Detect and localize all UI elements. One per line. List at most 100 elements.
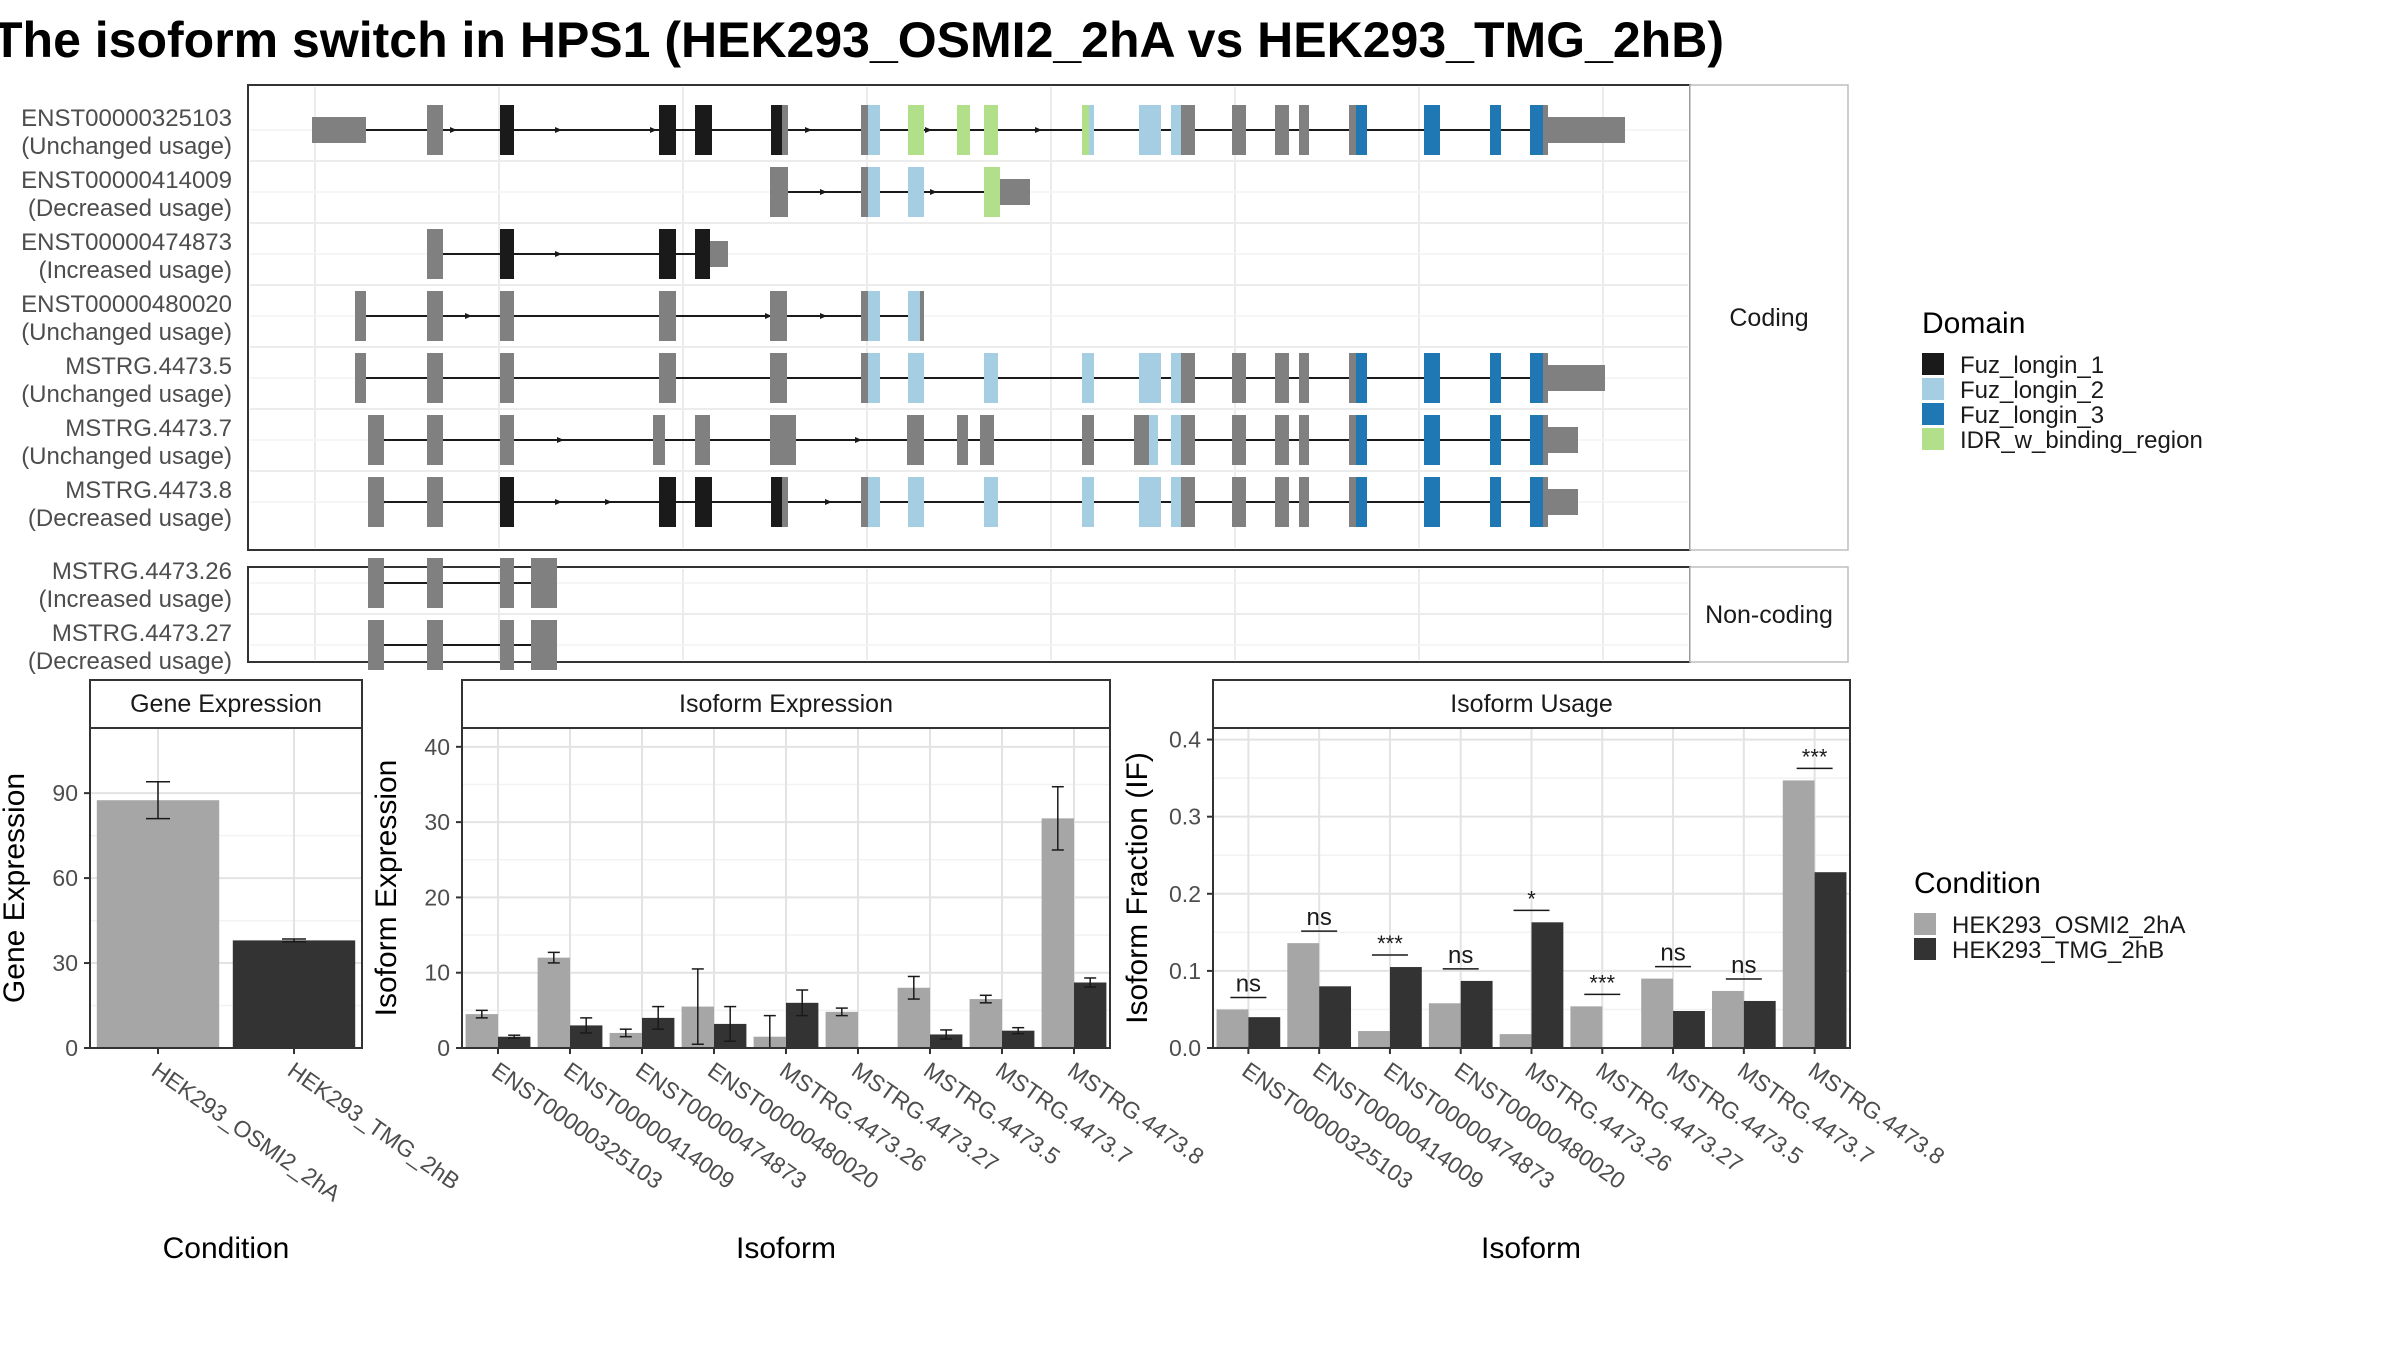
exon-block <box>770 353 787 403</box>
bar <box>1570 1006 1603 1048</box>
y-tick-label: 40 <box>424 734 450 760</box>
y-tick-label: 0.3 <box>1169 804 1201 830</box>
exon-block <box>1000 179 1030 205</box>
exon-block <box>1490 105 1501 155</box>
significance-label: * <box>1527 886 1536 911</box>
exon-block <box>1299 477 1309 527</box>
bar <box>1673 1010 1705 1048</box>
exon-block <box>770 167 788 217</box>
exon-block <box>908 353 924 403</box>
transcript-id-label: MSTRG.4473.26 <box>52 558 232 585</box>
exon-block <box>659 229 676 279</box>
intron-direction-arrow <box>1035 127 1042 133</box>
exon-block <box>984 477 998 527</box>
transcript-usage-label: (Decreased usage) <box>28 505 232 532</box>
y-tick-label: 90 <box>52 780 78 806</box>
exon-block <box>1490 415 1501 465</box>
transcript-id-label: ENST00000480020 <box>21 291 232 318</box>
transcript-usage-label: (Unchanged usage) <box>21 381 232 408</box>
exon-block <box>1171 477 1181 527</box>
y-axis-title: Isoform Expression <box>370 760 403 1017</box>
exon-block <box>868 105 880 155</box>
condition-legend-title: Condition <box>1914 867 2041 900</box>
exon-block <box>1275 477 1289 527</box>
exon-block <box>695 105 712 155</box>
exon-block <box>868 167 880 217</box>
facet-strip <box>1212 679 1851 729</box>
exon-block <box>1530 353 1543 403</box>
exon-block <box>1275 415 1289 465</box>
exon-block <box>1349 105 1356 155</box>
exon-block <box>868 353 880 403</box>
y-tick-label: 0.4 <box>1169 727 1201 753</box>
significance-label: ns <box>1448 942 1473 969</box>
exon-block <box>908 105 924 155</box>
exon-block <box>984 353 998 403</box>
x-axis-title: Isoform <box>1481 1232 1581 1265</box>
legend-key-fuz-longin-2 <box>1922 378 1944 400</box>
bar <box>1002 1030 1035 1048</box>
exon-block <box>500 477 514 527</box>
intron-direction-arrow <box>820 189 827 195</box>
exon-block <box>1181 415 1195 465</box>
exon-block <box>368 620 384 670</box>
exon-block <box>1299 105 1309 155</box>
coding-strip <box>1689 84 1849 551</box>
legend-key-fuz-longin-1 <box>1922 353 1944 375</box>
exon-block <box>672 353 676 403</box>
domain-legend-title: Domain <box>1922 307 2025 340</box>
bar <box>537 957 570 1048</box>
coding-strip-label: Coding <box>1729 304 1808 332</box>
transcript-id-label: ENST00000414009 <box>21 167 232 194</box>
exon-block <box>868 291 880 341</box>
intron-direction-arrow <box>450 127 457 133</box>
facet-strip <box>461 679 1111 729</box>
legend-label-fuz-longin-2: Fuz_longin_2 <box>1960 377 2104 404</box>
exon-block <box>861 477 868 527</box>
exon-block <box>782 477 788 527</box>
exon-block <box>1299 415 1309 465</box>
bar-charts: Gene Expression0306090HEK293_OSMI2_2hAHE… <box>0 679 1950 1265</box>
y-tick-label: 10 <box>424 960 450 986</box>
y-tick-label: 30 <box>52 950 78 976</box>
exon-block <box>427 415 443 465</box>
transcript-usage-label: (Increased usage) <box>39 586 232 613</box>
exon-block <box>427 105 443 155</box>
exon-block <box>980 415 994 465</box>
exon-block <box>500 229 514 279</box>
exon-block <box>531 620 557 670</box>
legend-key-fuz-longin-3 <box>1922 403 1944 425</box>
transcript-id-label: MSTRG.4473.5 <box>65 353 232 380</box>
exon-block <box>427 229 443 279</box>
bar <box>969 999 1002 1048</box>
exon-block <box>1082 415 1094 465</box>
intron-direction-arrow <box>925 127 932 133</box>
exon-block <box>1134 415 1149 465</box>
exon-block <box>531 558 557 608</box>
exon-block <box>1181 105 1195 155</box>
legend-key-cond2 <box>1914 938 1936 960</box>
y-tick-label: 0.0 <box>1169 1035 1201 1061</box>
exon-block <box>312 117 366 143</box>
intron-direction-arrow <box>605 499 612 505</box>
exon-block <box>1530 105 1543 155</box>
bar <box>1531 922 1564 1048</box>
exon-block <box>1490 353 1501 403</box>
exon-block <box>861 167 868 217</box>
intron-direction-arrow <box>650 127 657 133</box>
bar <box>609 1032 642 1048</box>
legend-key-cond1 <box>1914 913 1936 935</box>
exon-block <box>861 353 868 403</box>
transcript-id-label: ENST00000474873 <box>21 229 232 256</box>
bar <box>1743 1000 1776 1048</box>
exon-block <box>1548 489 1578 515</box>
exon-block <box>1139 105 1161 155</box>
exon-block <box>1356 353 1367 403</box>
exon-block <box>1299 353 1309 403</box>
exon-block <box>1543 415 1548 465</box>
exon-block <box>427 477 443 527</box>
transcript-id-label: MSTRG.4473.8 <box>65 477 232 504</box>
panel-border <box>89 727 363 1049</box>
exon-block <box>1543 353 1548 403</box>
exon-block <box>1548 117 1625 143</box>
